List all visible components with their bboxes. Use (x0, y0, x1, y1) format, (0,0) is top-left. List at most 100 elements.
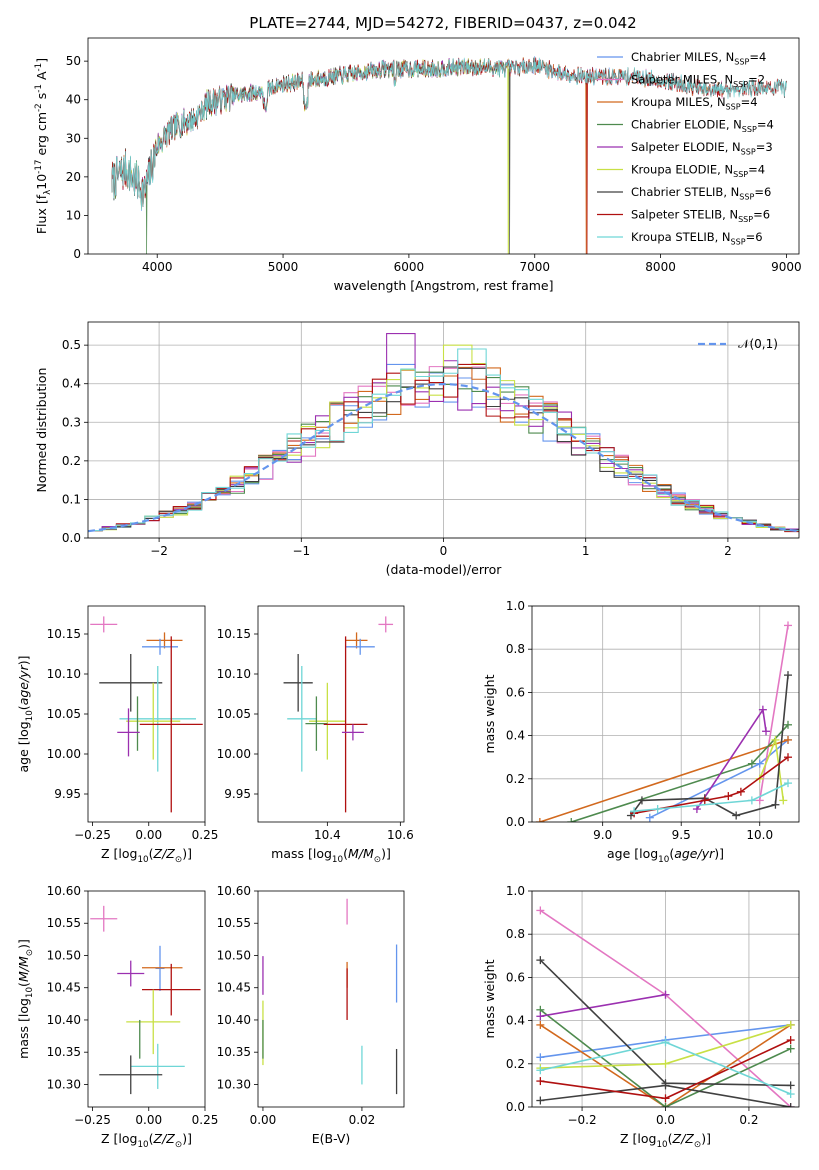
weight-point-marker (771, 800, 780, 809)
error-bar-marker (99, 1055, 163, 1095)
weight-point-marker (747, 796, 756, 805)
weight-point-marker (536, 1066, 545, 1075)
weight-point-marker (536, 1053, 545, 1062)
error-bar-marker (139, 636, 203, 813)
x-tick-label: 4000 (142, 260, 173, 274)
weight-point-marker (535, 818, 544, 822)
weight-point-marker (536, 1020, 545, 1029)
age-vs-mass-axes (283, 616, 394, 813)
y-axis-label: Normed distribution (34, 368, 49, 493)
y-tick-label: 9.95 (224, 787, 251, 801)
legend-label: Kroupa STELIB, NSSP​=6 (631, 230, 763, 246)
x-tick-label: 0.0 (656, 1113, 675, 1127)
error-bar-marker (378, 616, 394, 633)
y-tick-label: 10.35 (47, 1045, 81, 1059)
x-tick-label: 7000 (519, 260, 550, 274)
y-tick-label: 10.15 (47, 627, 81, 641)
y-tick-label: 0.3 (62, 415, 81, 429)
weight-point-marker (747, 759, 756, 768)
weight-point-marker (536, 1077, 545, 1086)
y-tick-label: 50 (66, 54, 81, 68)
y-tick-label: 1.0 (506, 599, 525, 613)
weight-point-marker (653, 805, 662, 814)
y-tick-label: 0.4 (506, 1014, 525, 1028)
error-bar-marker (305, 696, 328, 751)
weight-point-marker (661, 1081, 670, 1090)
age-vs-mass-plot-area (283, 616, 394, 813)
y-tick-label: 10.15 (217, 627, 251, 641)
weight-point-marker (762, 727, 771, 736)
weight-vs-Z-frame (531, 890, 800, 1108)
legend-label: Chabrier ELODIE, NSSP​=4 (631, 118, 774, 134)
weight-point-marker (536, 1096, 545, 1105)
age-vs-Z-plot-area (90, 616, 203, 813)
y-tick-label: 10.40 (217, 1013, 251, 1027)
y-tick-label: 10.45 (47, 981, 81, 995)
weight-point-marker (567, 818, 576, 822)
y-axis-label: mass weight (482, 959, 497, 1038)
x-tick-label: 0.02 (349, 1113, 376, 1127)
y-axis-label: Flux [fλ​10-17​ erg cm-2​ s-1​ A-1​] (34, 58, 53, 234)
weight-point-marker (732, 811, 741, 820)
spectrum-plot-area (111, 56, 787, 254)
weight-point-marker (771, 735, 780, 744)
weight-point-marker (755, 796, 764, 805)
y-tick-label: 0.4 (506, 729, 525, 743)
y-tick-label: 10.60 (47, 884, 81, 898)
weight-point-marker (786, 1036, 795, 1045)
weight-point-marker (645, 813, 654, 822)
spectrum-legend: Chabrier MILES, NSSP​=4 Salpeter MILES, N… (597, 50, 774, 246)
y-axis-label: mass [log10​(M/M⊙​)] (16, 939, 35, 1059)
legend-label: Salpeter ELODIE, NSSP​=3 (631, 140, 773, 156)
weight-point-marker (784, 621, 793, 630)
y-tick-label: 0.8 (506, 642, 525, 656)
weight-point-marker (786, 1090, 795, 1099)
weight-series-line (539, 1024, 792, 1107)
weight-point-marker (661, 1103, 670, 1107)
x-axis-label: E(B-V) (312, 1131, 351, 1146)
error-bar-marker (323, 636, 368, 813)
y-tick-label: 10.55 (47, 916, 81, 930)
age-vs-mass-frame (257, 605, 405, 823)
y-tick-label: 0.2 (506, 1057, 525, 1071)
x-tick-label: −0.2 (567, 1113, 596, 1127)
y-tick-label: 30 (66, 131, 81, 145)
histogram-plot-area (88, 333, 799, 533)
y-tick-label: 0.0 (506, 815, 525, 829)
weight-point-marker (536, 956, 545, 965)
weight-vs-Z-ticks: −0.2 0.0 0.2 0.0 0.2 0.4 0.6 0.8 1.0 Z [log10​(Z/… (482, 884, 800, 1150)
spectrum-frame (87, 37, 800, 255)
y-tick-label: 10.40 (47, 1013, 81, 1027)
y-tick-label: 9.95 (54, 787, 81, 801)
weight-point-marker (661, 1038, 670, 1047)
y-tick-label: 0 (73, 247, 81, 261)
error-bar-marker (90, 905, 118, 932)
age-vs-Z-frame (87, 605, 206, 823)
x-tick-label: 9.0 (593, 828, 612, 842)
x-tick-label: 10.6 (387, 828, 414, 842)
weight-series-line (758, 625, 789, 801)
legend-label: Salpeter STELIB, NSSP​=6 (631, 208, 770, 224)
weight-point-marker (758, 705, 767, 714)
x-tick-label: 0.00 (135, 828, 162, 842)
weight-point-marker (661, 1094, 670, 1103)
y-tick-label: 0.6 (506, 970, 525, 984)
weight-point-marker (786, 1103, 795, 1107)
y-tick-label: 10.45 (217, 981, 251, 995)
weight-point-marker (784, 753, 793, 762)
y-tick-label: 10.30 (217, 1077, 251, 1091)
error-bar-marker (345, 632, 368, 649)
x-tick-label: 0.25 (192, 1113, 219, 1127)
x-axis-label: Z [log10​(Z/Z⊙​)] (101, 1131, 192, 1150)
x-tick-label: −0.25 (74, 828, 111, 842)
weight-vs-Z-axes (532, 890, 799, 1108)
weight-point-marker (786, 1081, 795, 1090)
y-tick-label: 10.00 (217, 747, 251, 761)
weight-series-line (539, 1009, 792, 1107)
x-tick-label: 0 (440, 544, 448, 558)
y-tick-label: 0.0 (62, 531, 81, 545)
mass-vs-Z-plot-area (90, 905, 201, 1095)
weight-point-marker (786, 1044, 795, 1053)
x-tick-label: 0.2 (739, 1113, 758, 1127)
